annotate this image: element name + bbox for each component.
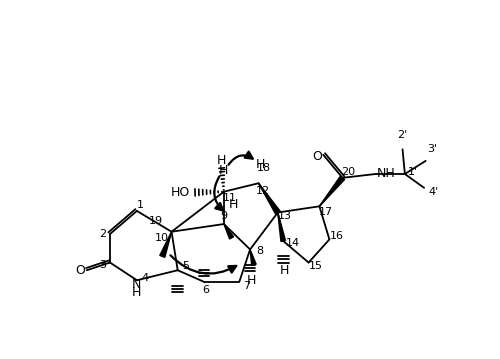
FancyArrowPatch shape [214,176,223,210]
Text: O: O [75,264,85,277]
Text: 1: 1 [137,200,144,210]
Text: 1': 1' [408,167,418,177]
Text: 8: 8 [256,246,263,256]
Text: H: H [256,158,265,171]
Text: O: O [312,150,322,163]
Text: 19: 19 [149,216,163,226]
Text: 10: 10 [156,233,170,243]
Polygon shape [250,250,256,265]
Text: H: H [132,286,141,299]
FancyArrowPatch shape [228,151,252,165]
Text: 7: 7 [244,281,250,291]
Text: 11: 11 [223,193,237,203]
Text: 4': 4' [428,187,438,197]
Text: 2: 2 [98,229,106,239]
Text: HO: HO [171,186,190,199]
Text: 9: 9 [220,211,228,222]
Text: H: H [228,197,238,210]
Text: 15: 15 [310,261,324,271]
Text: 3': 3' [426,144,437,154]
Text: 3: 3 [100,260,106,270]
Text: H: H [280,264,289,277]
Text: 12: 12 [256,186,270,196]
FancyArrowPatch shape [170,255,236,274]
Text: H: H [219,164,228,177]
Polygon shape [224,224,234,239]
Text: 14: 14 [286,238,300,247]
Text: 4: 4 [141,273,148,283]
Text: 6: 6 [202,285,209,295]
Text: 20: 20 [342,167,355,177]
Text: H: H [247,274,256,287]
Polygon shape [258,183,280,214]
Text: 17: 17 [318,208,332,218]
Text: H: H [217,154,226,167]
Text: NH: NH [377,168,396,181]
Text: 18: 18 [257,163,271,173]
Text: 2': 2' [398,130,407,140]
Polygon shape [278,213,285,241]
Text: 13: 13 [278,211,291,222]
Text: 5: 5 [182,261,189,271]
Polygon shape [160,232,172,257]
Text: 16: 16 [330,231,344,241]
Text: N: N [132,278,141,290]
Polygon shape [320,176,344,206]
